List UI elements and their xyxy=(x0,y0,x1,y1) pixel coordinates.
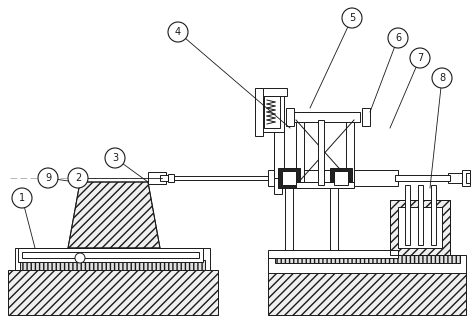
Circle shape xyxy=(75,253,85,263)
Text: 6: 6 xyxy=(395,33,401,43)
Bar xyxy=(18,248,203,262)
Text: 7: 7 xyxy=(417,53,423,63)
Circle shape xyxy=(38,168,58,188)
Bar xyxy=(431,185,436,245)
Bar xyxy=(168,174,174,182)
Bar xyxy=(334,171,348,185)
Circle shape xyxy=(432,68,452,88)
Bar xyxy=(288,175,294,181)
Bar xyxy=(285,186,293,256)
Bar xyxy=(330,168,352,188)
Circle shape xyxy=(388,28,408,48)
Bar xyxy=(15,248,210,270)
Text: 8: 8 xyxy=(439,73,445,83)
Text: 4: 4 xyxy=(175,27,181,37)
Circle shape xyxy=(68,168,88,188)
Bar xyxy=(318,120,324,185)
Bar xyxy=(8,270,218,315)
Bar xyxy=(264,96,280,128)
Text: 9: 9 xyxy=(45,173,51,183)
Bar xyxy=(462,170,470,186)
Bar xyxy=(20,260,205,270)
Circle shape xyxy=(168,22,188,42)
Bar xyxy=(260,92,284,132)
Text: 2: 2 xyxy=(75,173,81,183)
Bar xyxy=(268,170,398,186)
Bar xyxy=(390,200,450,255)
Circle shape xyxy=(105,148,125,168)
Bar xyxy=(268,270,466,315)
Polygon shape xyxy=(68,182,160,248)
Bar xyxy=(286,108,294,126)
Bar xyxy=(274,118,282,178)
Bar xyxy=(466,173,470,183)
Circle shape xyxy=(410,48,430,68)
Bar xyxy=(290,112,360,122)
Circle shape xyxy=(342,8,362,28)
Bar xyxy=(330,186,338,256)
Bar xyxy=(282,171,296,185)
Bar xyxy=(296,118,304,186)
Text: 5: 5 xyxy=(349,13,355,23)
Bar xyxy=(395,175,450,181)
Text: 3: 3 xyxy=(112,153,118,163)
Bar xyxy=(296,182,354,188)
Bar xyxy=(418,185,423,245)
Bar xyxy=(362,108,370,126)
Bar xyxy=(268,255,466,273)
Bar xyxy=(22,252,199,258)
Bar xyxy=(390,200,450,255)
Text: 1: 1 xyxy=(19,193,25,203)
Bar xyxy=(282,174,290,182)
Bar xyxy=(275,255,460,263)
Bar xyxy=(255,88,263,136)
Bar xyxy=(160,175,168,181)
Circle shape xyxy=(12,188,32,208)
Bar xyxy=(278,168,300,188)
Bar xyxy=(274,95,284,178)
Bar xyxy=(257,88,287,96)
Bar xyxy=(274,118,282,194)
Bar xyxy=(398,207,442,248)
Bar xyxy=(346,118,354,186)
Bar xyxy=(448,173,466,183)
Bar xyxy=(268,250,398,258)
Bar xyxy=(148,172,166,184)
Bar xyxy=(405,185,410,245)
Bar xyxy=(174,176,284,180)
